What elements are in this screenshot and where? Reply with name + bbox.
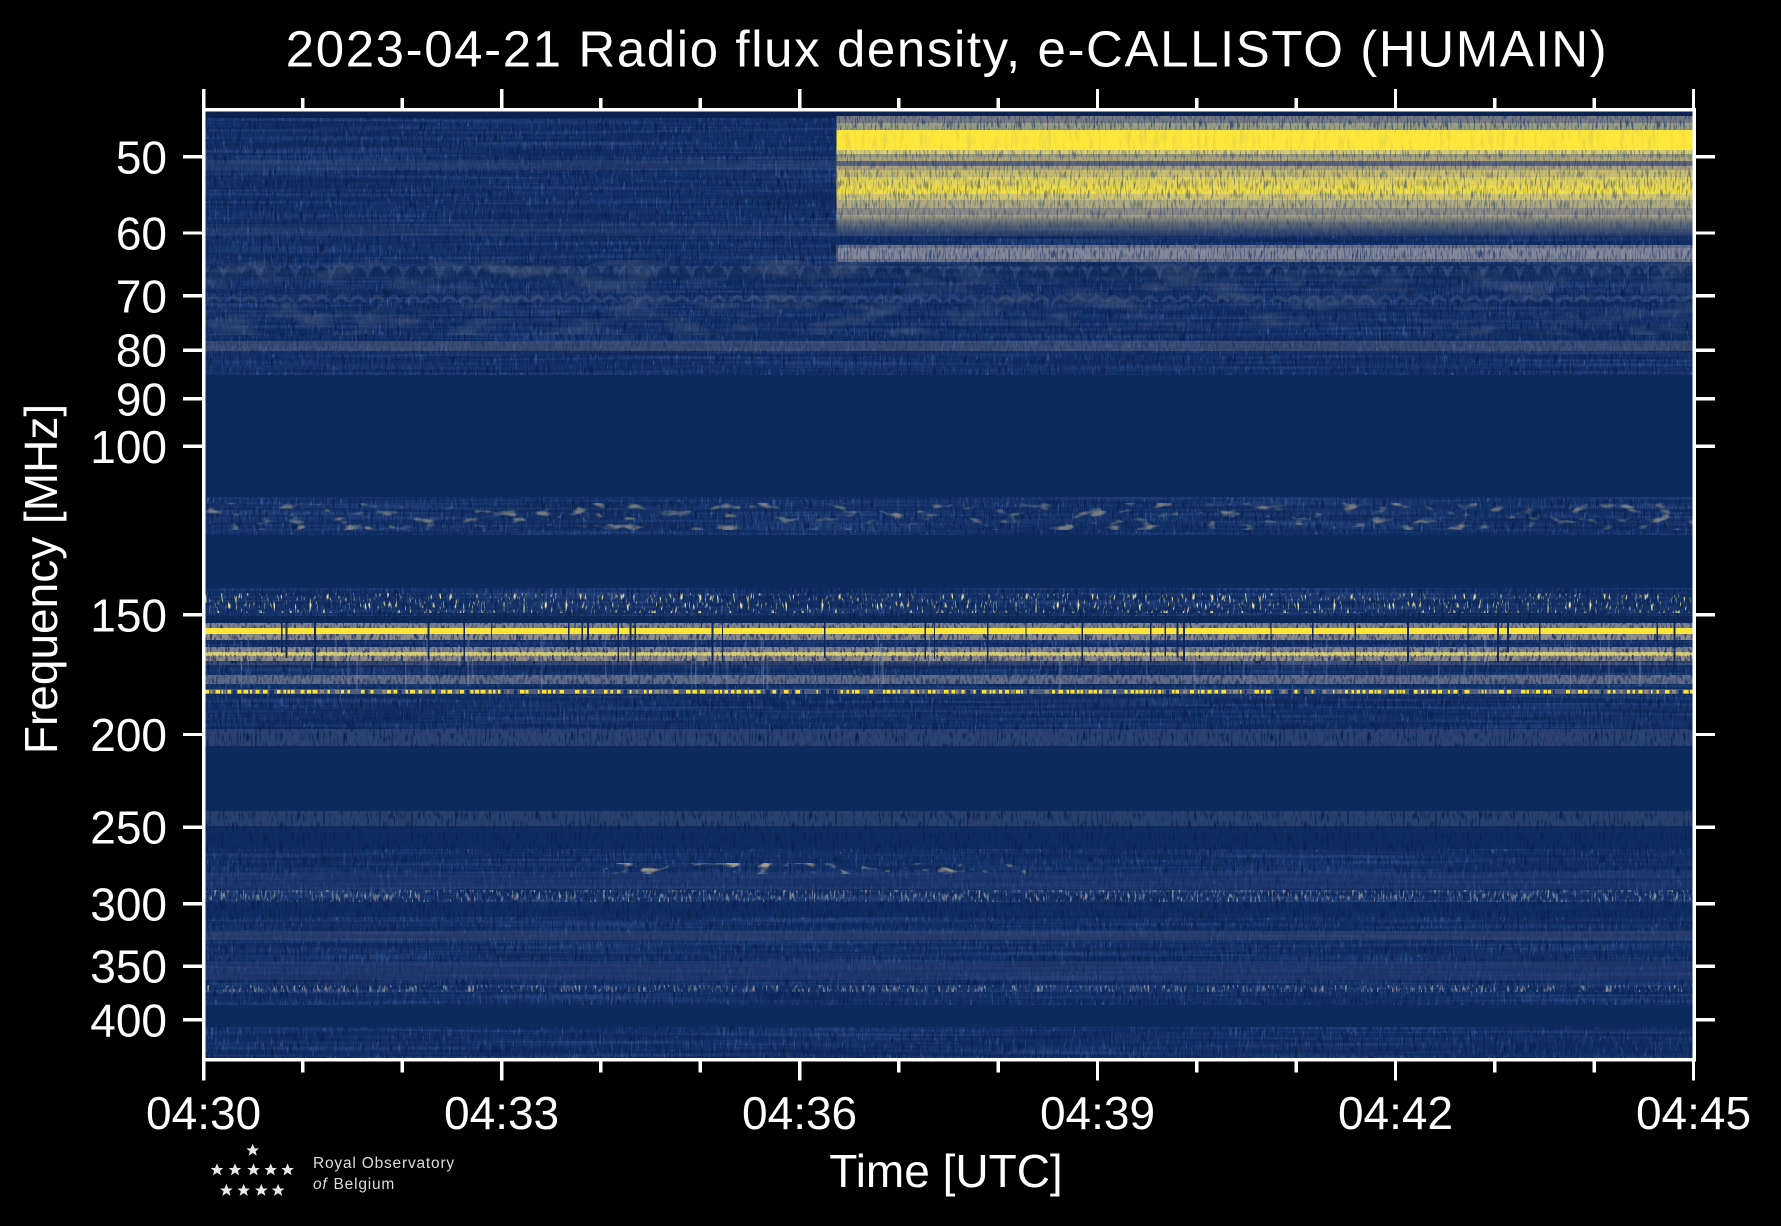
svg-text:400: 400: [90, 994, 167, 1046]
svg-text:2023-04-21 Radio flux density,: 2023-04-21 Radio flux density, e-CALLIST…: [286, 21, 1608, 78]
svg-text:04:42: 04:42: [1338, 1087, 1453, 1139]
svg-text:300: 300: [90, 878, 167, 930]
svg-text:200: 200: [90, 709, 167, 761]
svg-text:350: 350: [90, 941, 167, 993]
svg-text:150: 150: [90, 589, 167, 641]
svg-text:60: 60: [116, 208, 167, 260]
svg-text:Royal Observatory: Royal Observatory: [313, 1155, 455, 1172]
svg-text:04:36: 04:36: [742, 1087, 857, 1139]
svg-text:04:39: 04:39: [1040, 1087, 1155, 1139]
svg-text:04:33: 04:33: [444, 1087, 559, 1139]
svg-text:250: 250: [90, 802, 167, 854]
svg-text:90: 90: [116, 373, 167, 425]
svg-text:50: 50: [116, 131, 167, 183]
svg-text:04:45: 04:45: [1636, 1087, 1751, 1139]
svg-text:70: 70: [116, 270, 167, 322]
svg-text:Time [UTC]: Time [UTC]: [829, 1145, 1062, 1197]
svg-text:04:30: 04:30: [146, 1087, 261, 1139]
svg-text:80: 80: [116, 325, 167, 377]
svg-text:Frequency [MHz]: Frequency [MHz]: [15, 404, 67, 754]
svg-text:100: 100: [90, 421, 167, 473]
